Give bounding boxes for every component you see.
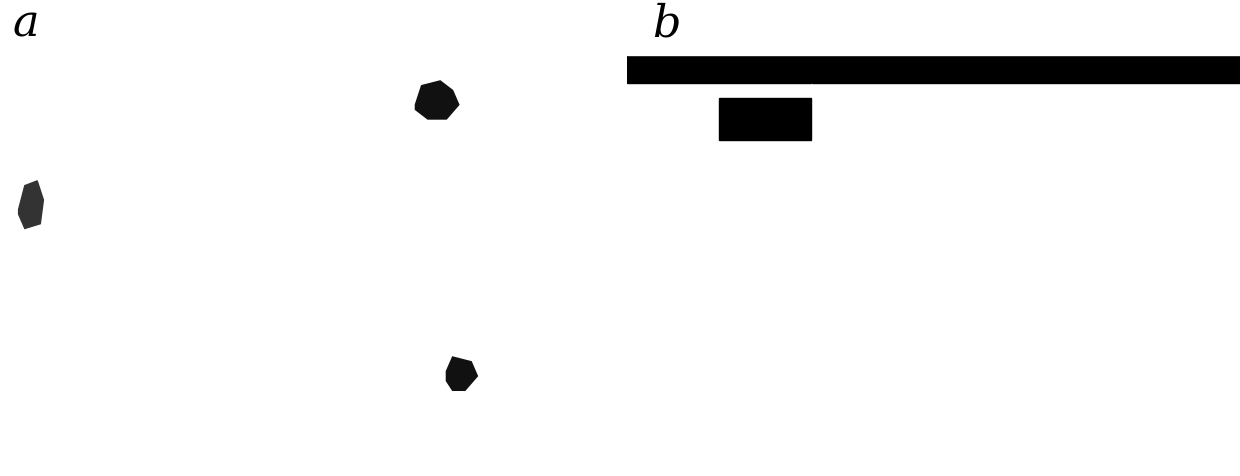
Circle shape — [286, 96, 296, 104]
Circle shape — [293, 425, 303, 432]
Polygon shape — [25, 109, 50, 138]
Bar — [627, 472, 1240, 476]
Polygon shape — [434, 133, 465, 162]
Circle shape — [343, 320, 352, 327]
Circle shape — [331, 83, 339, 89]
Polygon shape — [403, 71, 471, 129]
Bar — [719, 98, 811, 140]
Text: a: a — [12, 2, 38, 46]
Polygon shape — [6, 171, 52, 238]
Bar — [627, 55, 811, 83]
Bar — [0, 0, 620, 55]
Bar — [627, 55, 1240, 83]
Circle shape — [193, 316, 203, 322]
Text: 20μm: 20μm — [27, 424, 79, 442]
Text: 200 nm: 200 nm — [652, 416, 732, 436]
Bar — [0, 472, 620, 476]
Polygon shape — [434, 347, 490, 400]
Polygon shape — [19, 181, 43, 228]
Bar — [627, 83, 811, 150]
Text: b: b — [652, 2, 681, 46]
Polygon shape — [446, 357, 477, 390]
Polygon shape — [260, 190, 291, 219]
Bar — [627, 0, 1240, 55]
Polygon shape — [415, 81, 459, 119]
Polygon shape — [279, 390, 335, 433]
Polygon shape — [477, 376, 527, 428]
